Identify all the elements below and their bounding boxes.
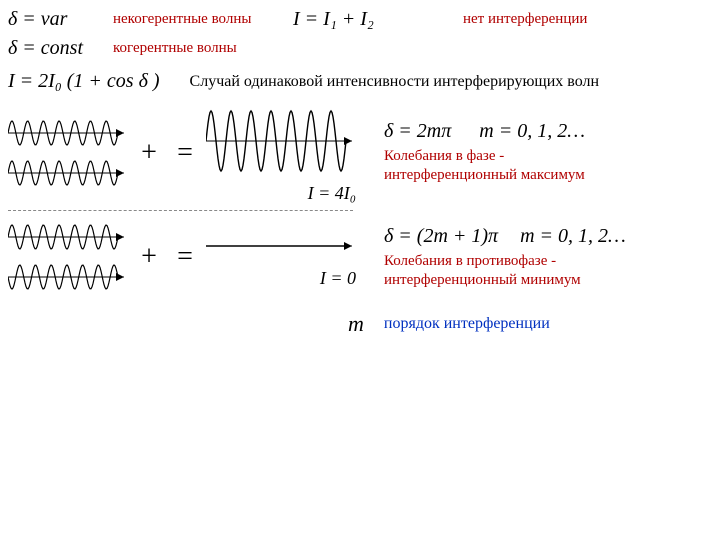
divider-line [8,210,353,211]
wave-input-1a [8,113,128,153]
intensity-sum-formula: I = I₁ + I₂ [293,8,463,31]
delta-const-formula: δ = const [8,37,113,60]
max-description: Колебания в фазе - интерференционный мак… [384,147,604,185]
coherent-label: когерентные волны [113,40,293,57]
plus-operator-1: + [134,137,164,169]
min-description: Колебания в противофазе - интерференцион… [384,252,604,290]
result-formula-max: I = 4I₀ [308,183,356,204]
no-interference-label: нет интерференции [463,11,663,28]
wave-result-min [206,226,356,266]
section-title: Случай одинаковой интенсивности интерфер… [190,73,600,91]
delta-max-formula: δ = 2mπ [384,120,451,142]
equals-operator-2: = [170,241,200,273]
m-values-max: m = 0, 1, 2… [479,120,585,142]
wave-input-2a [8,217,128,257]
antiphase-wave-diagram: + = I = 0 [8,217,356,297]
delta-var-formula: δ = var [8,8,113,31]
wave-result-max [206,101,356,181]
incoherent-label: некогерентные волны [113,11,293,28]
intensity-cos-formula: I = 2I₀ (1 + cos δ ) [8,70,160,93]
plus-operator-2: + [134,241,164,273]
m-values-min: m = 0, 1, 2… [520,225,626,247]
wave-input-1b [8,153,128,193]
order-symbol: m [348,311,364,337]
delta-min-formula: δ = (2m + 1)π [384,225,498,247]
inphase-wave-diagram: + = I = 4I₀ [8,101,356,204]
wave-input-2b [8,257,128,297]
equals-operator-1: = [170,137,200,169]
order-label: порядок интерференции [384,315,550,333]
result-formula-min: I = 0 [320,268,356,289]
